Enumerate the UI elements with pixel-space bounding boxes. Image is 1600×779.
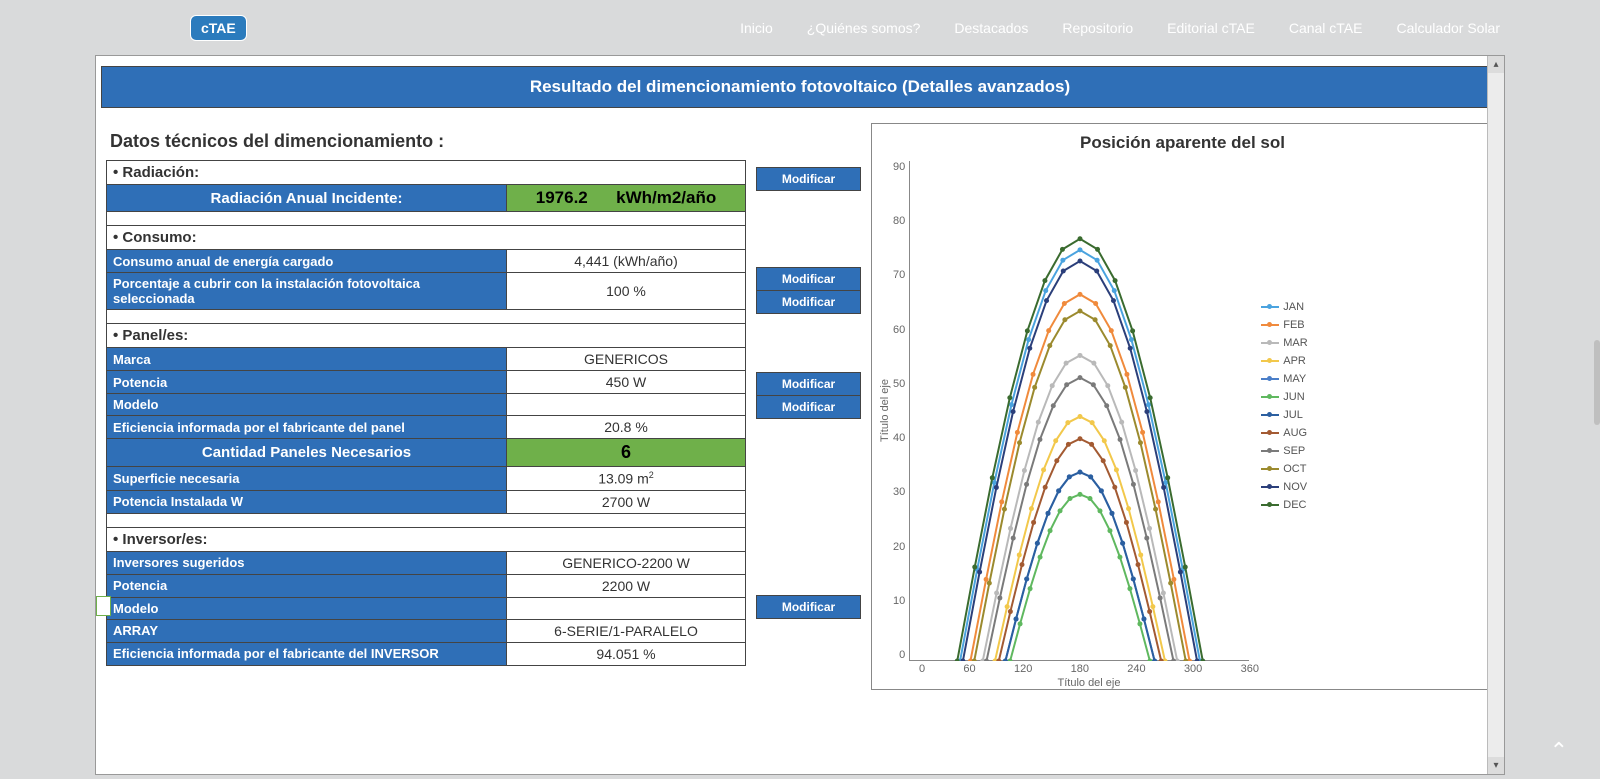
nav-quienes[interactable]: ¿Quiénes somos? [807,20,921,36]
inversores-sugeridos-value: GENERICO-2200 W [507,551,746,574]
data-table: • Radiación: Radiación Anual Incidente: … [106,160,746,666]
potencia-panel-label: Potencia [107,371,507,394]
nav-inicio[interactable]: Inicio [740,20,773,36]
radiacion-label: Radiación Anual Incidente: [107,185,507,212]
inversores-sugeridos-label: Inversores sugeridos [107,551,507,574]
eficiencia-panel-value: 20.8 % [507,416,746,439]
eficiencia-inversor-value: 94.051 % [507,642,746,665]
scroll-to-top-icon[interactable]: ⌃ [1550,738,1568,764]
potencia-instalada-value: 2700 W [507,490,746,513]
potencia-instalada-label: Potencia Instalada W [107,490,507,513]
y-axis-ticks: 9080706050403020100 [893,161,909,661]
modify-buttons-column: Modificar Modificar Modificar Modificar … [756,123,861,619]
nav-repositorio[interactable]: Repositorio [1062,20,1133,36]
panel-header: • Panel/es: [107,324,746,348]
vertical-scrollbar[interactable]: ▴ ▾ [1487,56,1504,774]
x-axis-title: Título del eje [919,677,1259,689]
eficiencia-panel-label: Eficiencia informada por el fabricante d… [107,416,507,439]
spreadsheet-frame: ▴ ▾ Resultado del dimencionamiento fotov… [95,55,1505,775]
potencia-inversor-value: 2200 W [507,574,746,597]
nav-destacados[interactable]: Destacados [954,20,1028,36]
modificar-consumo-button[interactable]: Modificar [756,267,861,291]
modificar-inversor-button[interactable]: Modificar [756,595,861,619]
array-value: 6-SERIE/1-PARALELO [507,619,746,642]
modelo-inversor-label: Modelo [107,597,507,619]
modificar-marca-button[interactable]: Modificar [756,372,861,396]
nav-editorial[interactable]: Editorial cTAE [1167,20,1255,36]
cantidad-paneles-value: 6 [507,439,746,467]
scroll-up-icon[interactable]: ▴ [1488,56,1504,73]
modificar-porcentaje-button[interactable]: Modificar [756,290,861,314]
modificar-radiacion-button[interactable]: Modificar [756,167,861,191]
porcentaje-label: Porcentaje a cubrir con la instalación f… [107,273,507,310]
porcentaje-value: 100 % [507,273,746,310]
marca-label: Marca [107,348,507,371]
radiacion-value: 1976.2 kWh/m2/año [507,185,746,212]
marca-value: GENERICOS [507,348,746,371]
y-axis-title: Título del eje [877,161,893,661]
x-axis-ticks: 060120180240300360 [919,663,1259,675]
chart-panel: Posición aparente del sol Título del eje… [871,123,1494,690]
potencia-panel-value: 450 W [507,371,746,394]
eficiencia-inversor-label: Eficiencia informada por el fabricante d… [107,642,507,665]
selected-cell-indicator [96,596,111,616]
page-title: Resultado del dimencionamiento fotovolta… [101,66,1499,108]
consumo-anual-value: 4,441 (kWh/año) [507,250,746,273]
cantidad-paneles-label: Cantidad Paneles Necesarios [107,439,507,467]
modificar-potencia-panel-button[interactable]: Modificar [756,395,861,419]
consumo-header: • Consumo: [107,226,746,250]
consumo-anual-label: Consumo anual de energía cargado [107,250,507,273]
radiacion-header: • Radiación: [107,161,746,185]
modelo-panel-label: Modelo [107,394,507,416]
page-scrollbar-handle[interactable] [1594,340,1600,425]
potencia-inversor-label: Potencia [107,574,507,597]
superficie-label: Superficie necesaria [107,467,507,491]
modelo-panel-value [507,394,746,416]
nav-calculador[interactable]: Calculador Solar [1397,20,1501,36]
superficie-value: 13.09 m2 [507,467,746,491]
section-title: Datos técnicos del dimencionamiento : [106,123,746,160]
chart-title: Posición aparente del sol [877,133,1488,153]
scroll-down-icon[interactable]: ▾ [1488,757,1504,774]
chart-legend: JANFEBMARAPRMAYJUNJULAUGSEPOCTNOVDEC [1261,301,1307,661]
logo[interactable]: cTAE [190,15,247,41]
nav-canal[interactable]: Canal cTAE [1289,20,1363,36]
modelo-inversor-value [507,597,746,619]
array-label: ARRAY [107,619,507,642]
top-nav: Inicio ¿Quiénes somos? Destacados Reposi… [740,20,1500,36]
inversor-header: • Inversor/es: [107,527,746,551]
chart-plot-area [909,161,1249,661]
